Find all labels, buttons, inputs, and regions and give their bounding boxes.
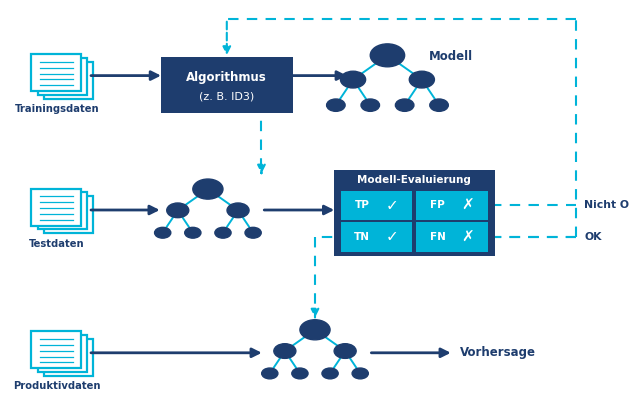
FancyBboxPatch shape [334,170,495,256]
Text: Modell: Modell [428,50,472,63]
Circle shape [227,203,249,218]
Circle shape [300,320,330,340]
Text: Produktivdaten: Produktivdaten [13,381,100,391]
Circle shape [245,227,261,238]
Circle shape [215,227,231,238]
Text: Nicht OK: Nicht OK [584,200,630,210]
Text: TP: TP [355,200,370,210]
Circle shape [322,368,338,379]
Text: ✓: ✓ [386,229,399,244]
Circle shape [185,227,201,238]
FancyBboxPatch shape [32,331,81,368]
Text: Vorhersage: Vorhersage [460,346,536,359]
FancyBboxPatch shape [32,54,81,91]
Circle shape [352,368,369,379]
Circle shape [167,203,189,218]
FancyBboxPatch shape [416,191,488,220]
Circle shape [334,344,356,358]
Circle shape [274,344,296,358]
Text: ✗: ✗ [461,198,474,213]
FancyBboxPatch shape [341,191,413,220]
Text: (z. B. ID3): (z. B. ID3) [199,92,255,102]
Circle shape [340,71,365,88]
Circle shape [154,227,171,238]
Circle shape [410,71,435,88]
Circle shape [261,368,278,379]
Circle shape [193,179,223,199]
Circle shape [370,44,404,67]
Text: ✓: ✓ [386,198,399,213]
Text: FN: FN [430,232,445,242]
FancyBboxPatch shape [416,222,488,252]
Circle shape [361,99,379,111]
Circle shape [326,99,345,111]
Text: FP: FP [430,200,445,210]
Text: TN: TN [354,232,370,242]
FancyBboxPatch shape [38,192,87,229]
Circle shape [396,99,414,111]
FancyBboxPatch shape [341,222,413,252]
FancyBboxPatch shape [44,196,93,233]
Text: Testdaten: Testdaten [29,239,84,249]
Circle shape [292,368,308,379]
FancyBboxPatch shape [32,189,81,226]
Text: ✗: ✗ [461,229,474,244]
FancyBboxPatch shape [38,58,87,95]
Text: Modell-Evaluierung: Modell-Evaluierung [357,175,471,185]
Circle shape [430,99,449,111]
Text: Algorithmus: Algorithmus [186,71,267,84]
FancyBboxPatch shape [161,57,293,113]
Text: Trainingsdaten: Trainingsdaten [14,104,99,114]
FancyBboxPatch shape [38,335,87,372]
FancyBboxPatch shape [44,62,93,99]
Text: OK: OK [584,232,602,242]
FancyBboxPatch shape [44,339,93,376]
